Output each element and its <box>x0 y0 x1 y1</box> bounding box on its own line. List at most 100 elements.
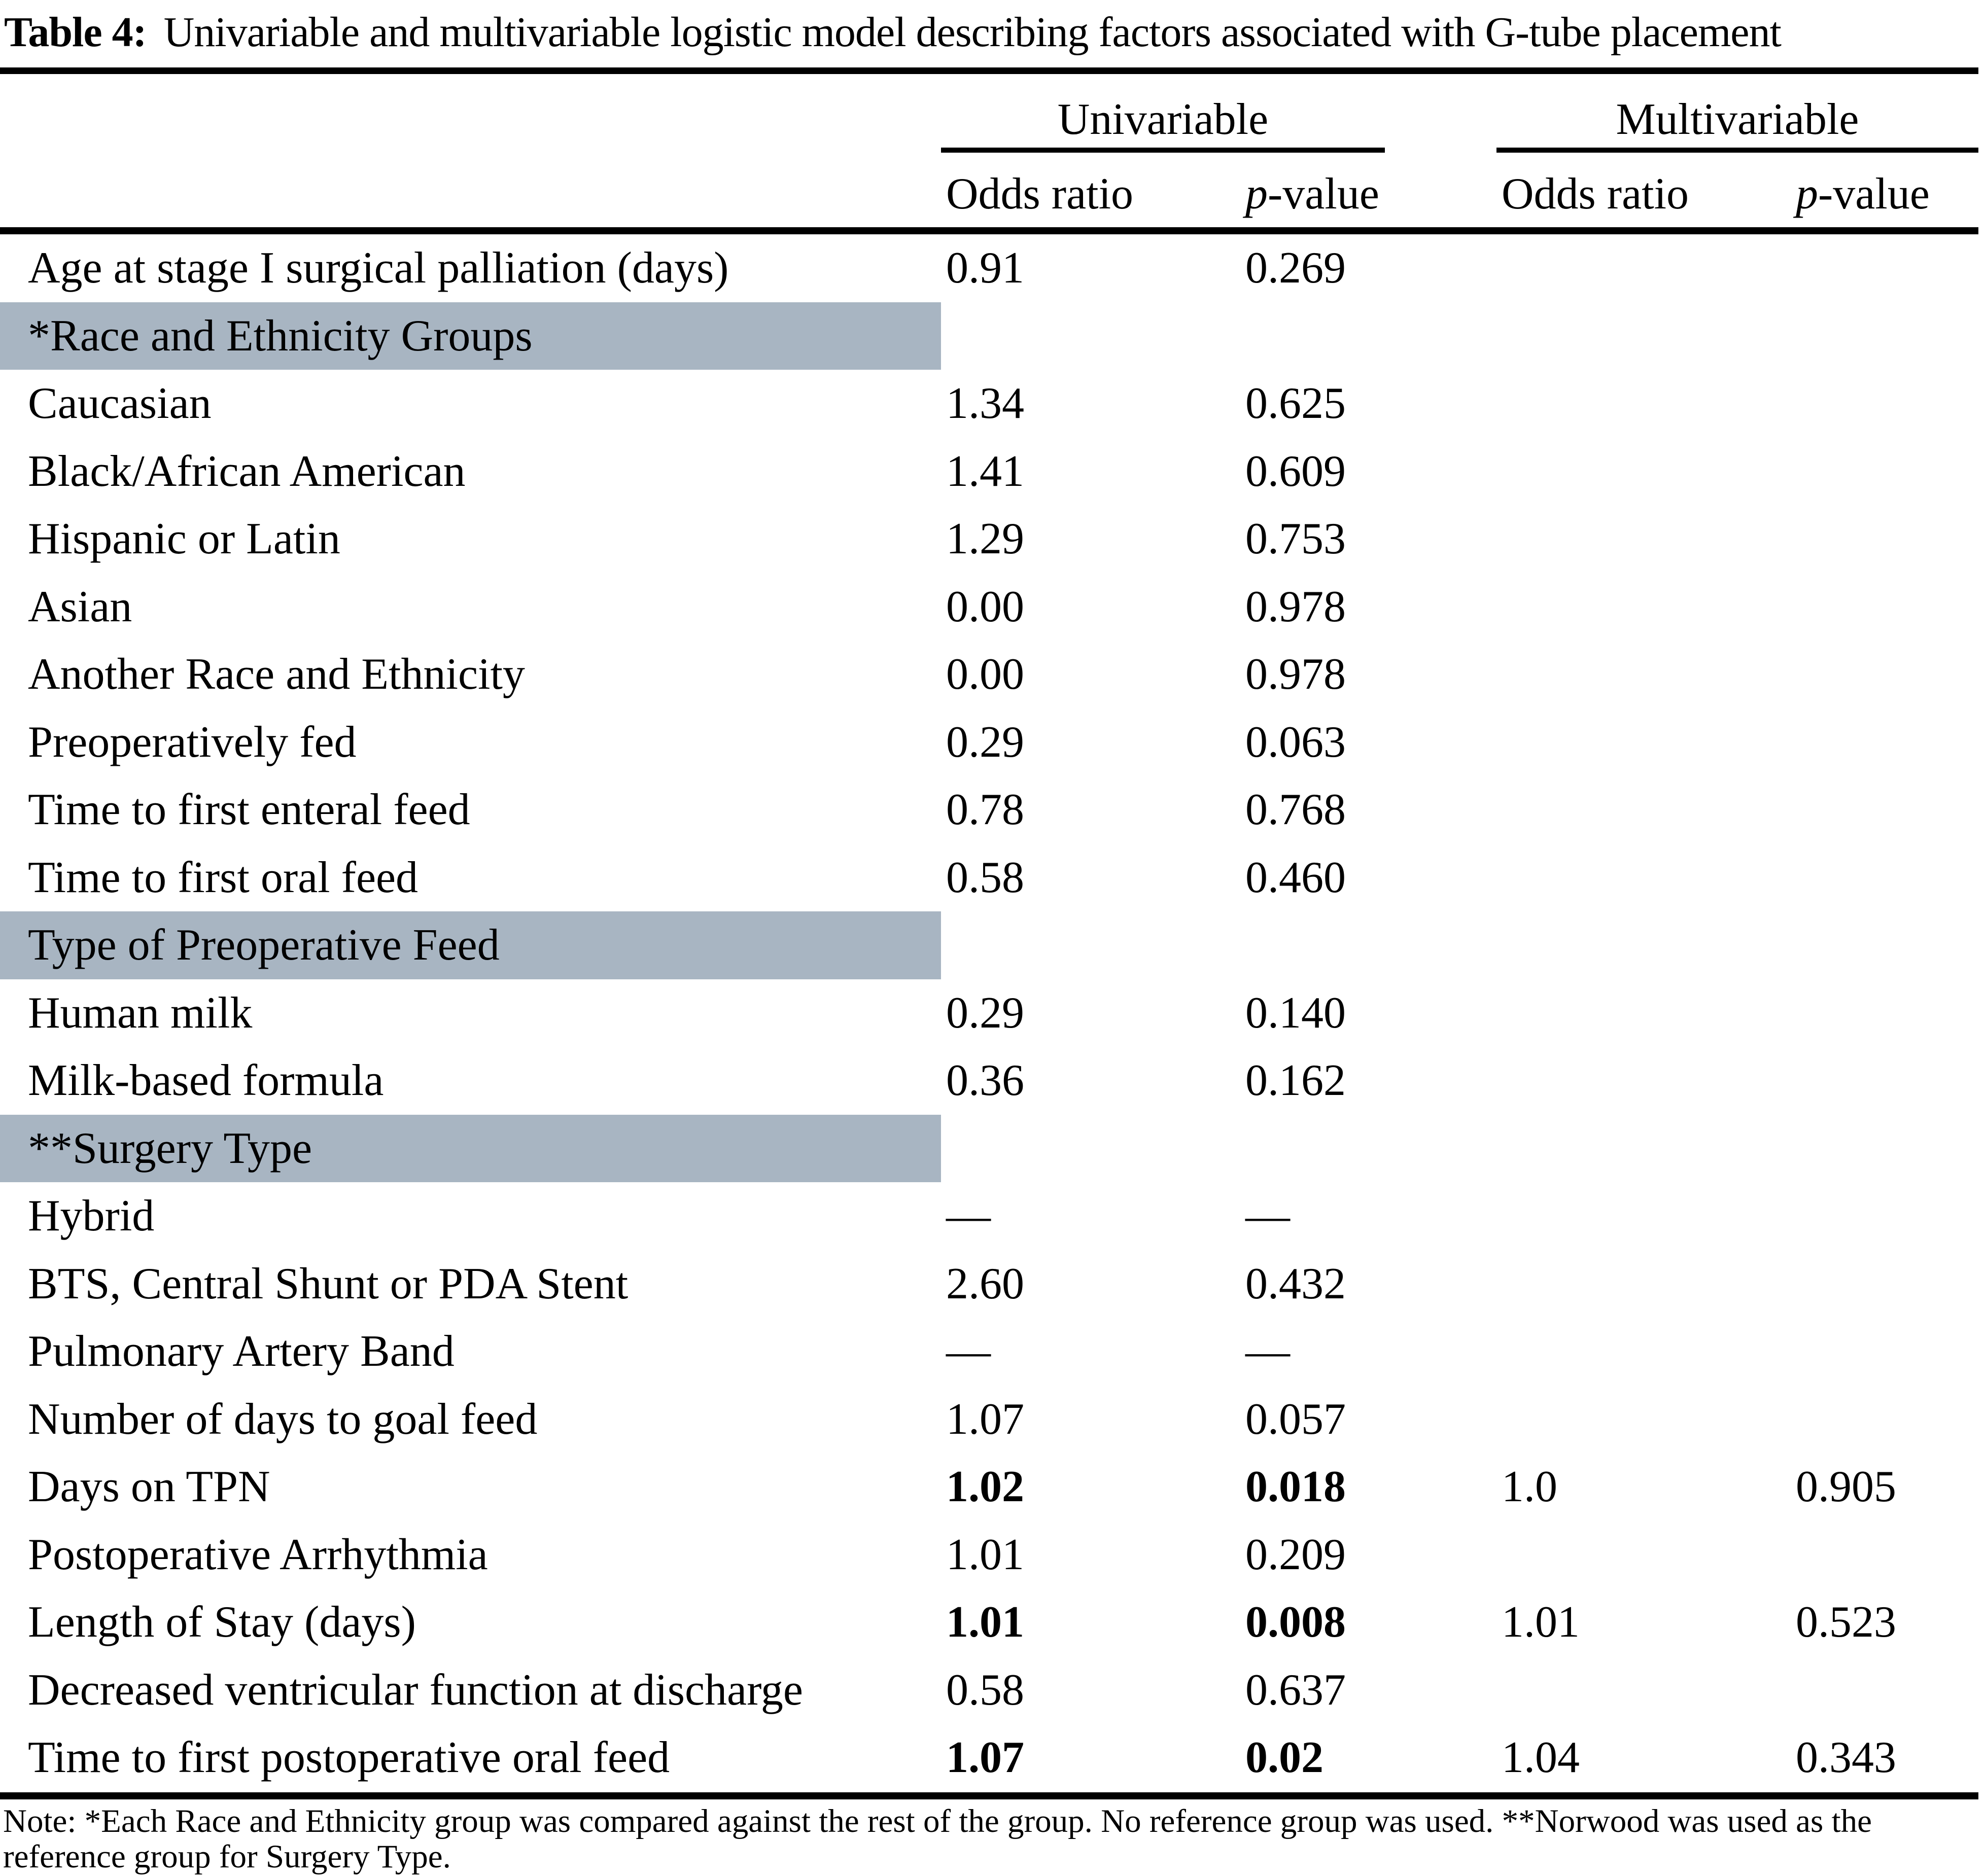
uni-p-value-cell: 0.609 <box>1245 446 1346 496</box>
uni-odds-ratio-cell: 1.41 <box>946 446 1024 496</box>
uni-p-value-cell: 0.269 <box>1245 243 1346 293</box>
uni-p-value-cell: 0.057 <box>1245 1394 1346 1444</box>
row-label: Hispanic or Latin <box>28 514 340 564</box>
row-label: Pulmonary Artery Band <box>28 1327 455 1376</box>
column-header-row: Odds ratio p-value Odds ratio p-value <box>0 163 1986 224</box>
row-label: BTS, Central Shunt or PDA Stent <box>28 1259 629 1308</box>
row-label: Age at stage I surgical palliation (days… <box>28 243 729 293</box>
uni-p-value-cell: 0.140 <box>1245 988 1346 1038</box>
section-row: **Surgery Type <box>0 1114 1986 1182</box>
table-row: Caucasian 1.34 0.625 <box>0 370 1986 438</box>
label-column-header <box>0 163 941 224</box>
caption-label: Table 4: <box>4 9 147 56</box>
table-row: Hybrid — — <box>0 1182 1986 1250</box>
row-label: Time to first oral feed <box>28 853 419 902</box>
uni-p-value-cell: 0.978 <box>1245 650 1346 699</box>
uni-odds-ratio-cell: 1.07 <box>946 1394 1024 1444</box>
table-row: Pulmonary Artery Band — — <box>0 1318 1986 1386</box>
table-row: Time to first postoperative oral feed 1.0… <box>0 1724 1986 1792</box>
p-italic: p <box>1245 169 1268 219</box>
multi-odds-ratio-cell: 1.04 <box>1502 1733 1580 1783</box>
table-row: Another Race and Ethnicity 0.00 0.978 <box>0 641 1986 709</box>
uni-p-value-cell: 0.753 <box>1245 514 1346 564</box>
table-row: Age at stage I surgical palliation (days… <box>0 234 1986 302</box>
row-label: Days on TPN <box>28 1462 270 1512</box>
table-row: Human milk 0.29 0.140 <box>0 979 1986 1047</box>
uni-odds-ratio-cell: 1.01 <box>946 1530 1024 1579</box>
uni-odds-ratio-cell: 0.91 <box>946 243 1024 293</box>
table-row: Hispanic or Latin 1.29 0.753 <box>0 505 1986 573</box>
caption-text: Univariable and multivariable logistic m… <box>163 9 1782 56</box>
uni-p-value-cell: 0.768 <box>1245 785 1346 835</box>
uni-p-value-cell: 0.460 <box>1245 853 1346 902</box>
group-header-univariable: Univariable <box>1057 95 1269 144</box>
table-row: Milk-based formula 0.36 0.162 <box>0 1047 1986 1115</box>
uni-odds-ratio-cell: — <box>946 1191 991 1241</box>
uni-p-value-cell: — <box>1245 1191 1290 1241</box>
uni-p-value-cell: 0.008 <box>1245 1598 1346 1647</box>
uni-p-value-cell: 0.209 <box>1245 1530 1346 1579</box>
table-row: Preoperatively fed 0.29 0.063 <box>0 709 1986 776</box>
uni-odds-ratio-cell: 0.00 <box>946 650 1024 699</box>
multi-odds-ratio-cell: 1.01 <box>1502 1598 1580 1647</box>
uni-p-value-cell: 0.637 <box>1245 1665 1346 1715</box>
p-rest: -value <box>1268 169 1379 219</box>
p-italic: p <box>1796 169 1818 219</box>
bottom-rule <box>0 1792 1978 1799</box>
uni-odds-ratio-cell: 1.07 <box>946 1733 1024 1783</box>
row-label: Caucasian <box>28 379 212 429</box>
row-label: Human milk <box>28 988 253 1038</box>
p-rest: -value <box>1818 169 1930 219</box>
row-label: Time to first postoperative oral feed <box>28 1733 670 1783</box>
uni-odds-ratio-cell: — <box>946 1327 991 1376</box>
multivariable-underline <box>1496 148 1978 153</box>
uni-p-value-cell: — <box>1245 1327 1290 1376</box>
table-row: BTS, Central Shunt or PDA Stent 2.60 0.432 <box>0 1250 1986 1318</box>
row-label: Another Race and Ethnicity <box>28 650 525 699</box>
uni-odds-ratio-cell: 0.36 <box>946 1056 1024 1106</box>
uni-odds-ratio-cell: 1.01 <box>946 1598 1024 1647</box>
section-row: Type of Preoperative Feed <box>0 911 1986 979</box>
multi-p-value-cell: 0.343 <box>1796 1733 1896 1783</box>
uni-p-value-cell: 0.625 <box>1245 379 1346 429</box>
uni-odds-ratio-cell: 0.58 <box>946 853 1024 902</box>
section-label: **Surgery Type <box>0 1114 941 1182</box>
row-label: Number of days to goal feed <box>28 1394 538 1444</box>
table-row: Time to first enteral feed 0.78 0.768 <box>0 776 1986 844</box>
uni-p-value-cell: 0.978 <box>1245 582 1346 631</box>
table-row: Postoperative Arrhythmia 1.01 0.209 <box>0 1521 1986 1589</box>
uni-odds-ratio-cell: 0.29 <box>946 988 1024 1038</box>
uni-odds-ratio-header: Odds ratio <box>946 169 1134 219</box>
group-header-multivariable: Multivariable <box>1616 95 1859 144</box>
row-label: Time to first enteral feed <box>28 785 470 835</box>
row-label: Milk-based formula <box>28 1056 384 1106</box>
section-label: Type of Preoperative Feed <box>0 911 941 979</box>
uni-odds-ratio-cell: 0.58 <box>946 1665 1024 1715</box>
row-label: Asian <box>28 582 132 631</box>
uni-p-value-header: p-value <box>1240 168 1496 220</box>
uni-odds-ratio-cell: 1.29 <box>946 514 1024 564</box>
header-rule <box>0 227 1978 234</box>
table-row: Asian 0.00 0.978 <box>0 573 1986 641</box>
multi-odds-ratio-cell: 1.0 <box>1502 1462 1557 1512</box>
table-row: Length of Stay (days) 1.01 0.008 1.01 0.523 <box>0 1588 1986 1656</box>
uni-p-value-cell: 0.02 <box>1245 1733 1323 1783</box>
multi-p-value-cell: 0.523 <box>1796 1598 1896 1647</box>
uni-p-value-cell: 0.162 <box>1245 1056 1346 1106</box>
table-row: Decreased ventricular function at discha… <box>0 1656 1986 1724</box>
row-label: Hybrid <box>28 1191 155 1241</box>
uni-p-value-cell: 0.432 <box>1245 1259 1346 1308</box>
uni-odds-ratio-cell: 0.00 <box>946 582 1024 631</box>
table-row: Black/African American 1.41 0.609 <box>0 438 1986 506</box>
row-label: Length of Stay (days) <box>28 1598 416 1647</box>
multi-p-value-cell: 0.905 <box>1796 1462 1896 1512</box>
row-label: Decreased ventricular function at discha… <box>28 1665 803 1715</box>
table-footnote: Note: *Each Race and Ethnicity group was… <box>3 1803 1872 1875</box>
table-row: Days on TPN 1.02 0.018 1.0 0.905 <box>0 1453 1986 1521</box>
uni-odds-ratio-cell: 1.02 <box>946 1462 1024 1512</box>
row-label: Postoperative Arrhythmia <box>28 1530 488 1579</box>
table-row: Time to first oral feed 0.58 0.460 <box>0 844 1986 912</box>
uni-odds-ratio-cell: 1.34 <box>946 379 1024 429</box>
uni-p-value-cell: 0.018 <box>1245 1462 1346 1512</box>
